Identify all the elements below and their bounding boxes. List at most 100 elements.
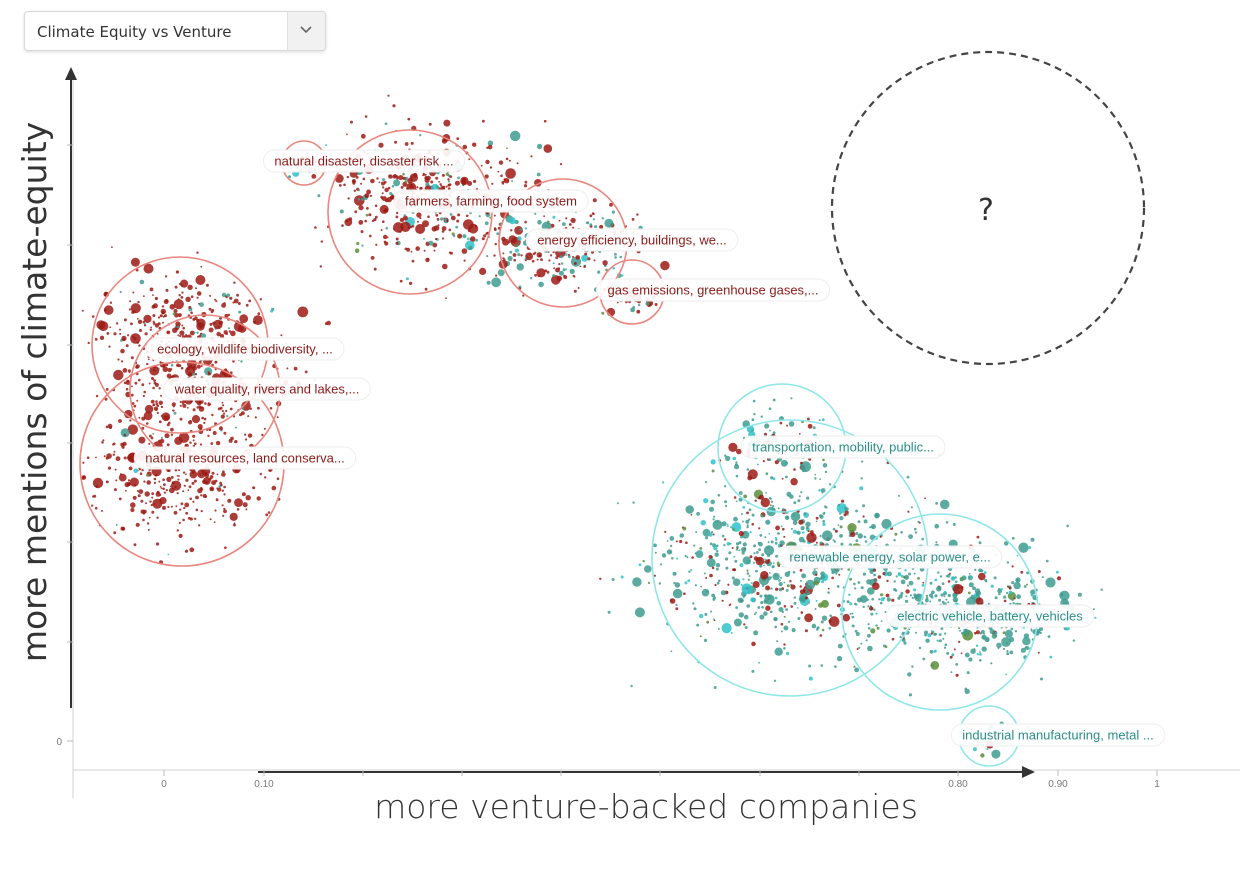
data-point [195, 508, 199, 512]
data-point [559, 163, 563, 166]
data-point [234, 498, 243, 507]
data-point [195, 275, 206, 285]
data-point [365, 213, 369, 217]
data-point [150, 399, 155, 404]
data-point [452, 234, 456, 238]
data-point [182, 490, 185, 493]
data-point [223, 485, 226, 489]
data-point [170, 476, 174, 479]
data-point [1037, 570, 1041, 573]
data-point [105, 425, 109, 429]
data-point [798, 495, 801, 498]
data-point [442, 263, 448, 270]
data-point [862, 572, 867, 576]
data-point [128, 308, 131, 311]
data-point [839, 512, 842, 515]
cluster-label-pill[interactable]: electric vehicle, battery, vehicles [885, 604, 1095, 628]
cluster-label-pill[interactable]: transportation, mobility, public... [740, 435, 946, 459]
cluster-label-pill[interactable]: gas emissions, greenhouse gases,... [596, 278, 830, 302]
data-point [360, 230, 364, 234]
data-point [717, 627, 720, 630]
data-point [816, 626, 820, 630]
data-point [195, 287, 197, 290]
data-point [822, 458, 825, 462]
data-point [780, 622, 784, 626]
data-point [402, 172, 405, 176]
data-point [815, 599, 818, 602]
data-point [955, 673, 959, 677]
data-point [478, 215, 481, 218]
data-point [221, 292, 227, 298]
data-point [636, 213, 639, 216]
data-point [856, 597, 862, 603]
x-axis-label: more venture-backed companies [374, 787, 918, 826]
data-point [805, 579, 816, 590]
data-point [524, 259, 527, 262]
data-point [118, 473, 127, 482]
cluster-labels[interactable]: natural disaster, disaster risk ... farme… [133, 149, 1166, 747]
data-point [790, 584, 796, 590]
data-point [209, 518, 212, 521]
data-point [924, 630, 928, 635]
data-point [872, 582, 880, 590]
data-points [81, 94, 1103, 759]
data-point [358, 205, 364, 211]
data-point [170, 505, 173, 508]
data-point [218, 320, 223, 325]
data-point [1022, 637, 1031, 646]
data-point [393, 179, 401, 187]
data-point [162, 505, 166, 510]
data-point [400, 186, 404, 189]
data-point [936, 639, 939, 642]
data-point [171, 480, 182, 491]
data-point [820, 575, 825, 580]
cluster-label-background [145, 337, 345, 361]
cluster-label-pill[interactable]: water quality, rivers and lakes,... [163, 377, 371, 401]
data-point [686, 556, 689, 559]
dropdown-toggle[interactable] [287, 12, 325, 50]
data-point [134, 381, 138, 385]
data-point [568, 255, 571, 258]
data-point [843, 507, 846, 509]
cluster-label-pill[interactable]: energy efficiency, buildings, we... [525, 228, 739, 252]
cluster-label-pill[interactable]: ecology, wildlife biodiversity, ... [145, 337, 345, 361]
data-point [205, 283, 209, 287]
data-point [661, 553, 667, 558]
data-point [978, 541, 982, 545]
data-point [130, 322, 133, 326]
data-point [101, 509, 103, 512]
cluster-label-pill[interactable]: industrial manufacturing, metal ... [950, 723, 1166, 747]
data-point [821, 491, 824, 494]
cluster-label-pill[interactable]: renewable energy, solar power, e... [777, 545, 1003, 569]
data-point [198, 302, 200, 305]
data-point [311, 174, 317, 179]
cluster-label-pill[interactable]: farmers, farming, food system [393, 189, 589, 213]
data-point [918, 646, 922, 650]
cluster-label-pill[interactable]: natural resources, land conserva... [133, 446, 357, 470]
data-point [144, 404, 154, 414]
data-point [178, 294, 181, 297]
data-point [123, 434, 126, 437]
data-point [883, 597, 886, 600]
data-point [930, 661, 940, 670]
data-point [159, 498, 162, 502]
data-point [362, 177, 366, 181]
data-point [936, 586, 942, 592]
cluster-label-pill[interactable]: natural disaster, disaster risk ... [262, 149, 466, 173]
data-point [148, 442, 151, 445]
data-point [516, 263, 524, 271]
data-point [778, 582, 783, 587]
data-point [780, 630, 783, 633]
data-point [400, 226, 403, 229]
data-point [925, 638, 930, 643]
data-point [410, 250, 413, 253]
data-point [829, 614, 832, 618]
data-point [863, 535, 867, 539]
data-point [818, 419, 821, 422]
data-point [164, 275, 168, 278]
data-point [508, 159, 511, 162]
cluster-label-text: natural disaster, disaster risk ... [274, 154, 453, 169]
data-point [224, 546, 227, 549]
dataset-dropdown[interactable]: Climate Equity vs Venture [24, 11, 326, 51]
data-point [855, 509, 858, 513]
